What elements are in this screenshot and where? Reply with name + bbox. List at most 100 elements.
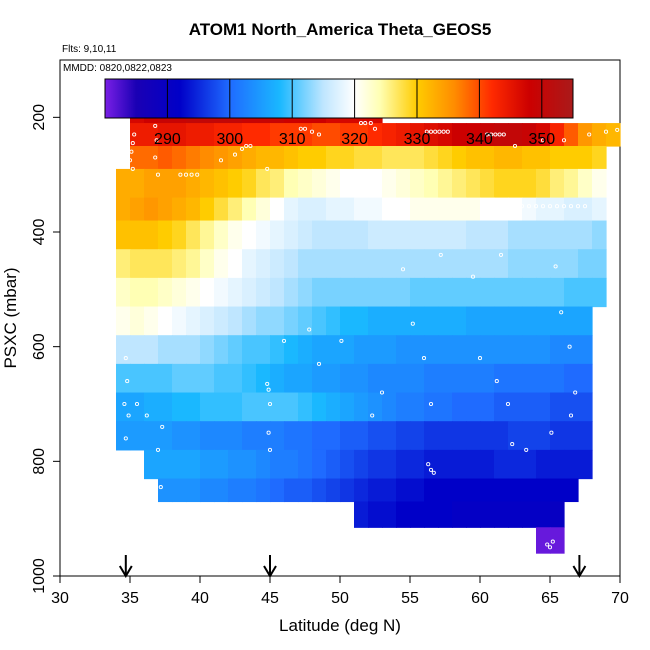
heatmap-cell: [242, 220, 257, 250]
observation-point: [567, 344, 572, 349]
heatmap-cell: [522, 277, 537, 308]
heatmap-cell: [480, 123, 495, 147]
observation-point: [512, 204, 518, 209]
heatmap-cell: [396, 168, 411, 199]
heatmap-cell: [144, 197, 159, 222]
heatmap-cell: [200, 220, 215, 250]
heatmap-cell: [466, 168, 481, 199]
heatmap-cell: [116, 277, 131, 308]
observation-point: [400, 267, 406, 272]
colorbar-ticks: 290 300 310 320 330 340 350: [154, 79, 555, 148]
observation-point: [494, 379, 499, 384]
heatmap-cell: [494, 306, 509, 336]
heatmap-cell: [186, 335, 201, 365]
observation-point: [547, 204, 553, 209]
heatmap-cell: [522, 306, 537, 336]
observation-point: [438, 252, 443, 257]
heatmap-cell: [522, 335, 537, 365]
heatmap-cell: [522, 501, 537, 528]
x-tick-label: 70: [611, 590, 629, 607]
observation-point: [603, 129, 609, 134]
heatmap-cell: [340, 277, 355, 308]
heatmap-cell: [424, 220, 439, 250]
observation-point: [130, 166, 135, 171]
heatmap-cell: [382, 146, 397, 170]
heatmap-cell: [564, 335, 579, 365]
observation-point: [160, 424, 165, 429]
heatmap-cell: [340, 123, 355, 147]
heatmap-cell: [564, 449, 579, 480]
heatmap-cell: [466, 421, 481, 451]
heatmap-cell: [242, 249, 257, 279]
observation-point: [372, 126, 378, 131]
heatmap-cell: [326, 123, 341, 147]
heatmap-cell: [256, 197, 271, 222]
heatmap-cell: [270, 197, 285, 222]
heatmap-cell: [242, 168, 257, 199]
observation-point: [540, 204, 546, 209]
heatmap-cell: [410, 363, 425, 394]
heatmap-cell: [228, 478, 243, 503]
heatmap-cell: [186, 363, 201, 394]
heatmap-cell: [368, 501, 383, 528]
heatmap-cell: [256, 123, 271, 147]
heatmap-cell: [200, 306, 215, 336]
heatmap-cell: [158, 168, 173, 199]
observation-point: [218, 158, 224, 163]
observation-point: [127, 158, 133, 163]
heatmap-cell: [536, 249, 551, 279]
heatmap-cell: [312, 277, 327, 308]
heatmap-cell: [466, 277, 481, 308]
heatmap-cell: [368, 421, 383, 451]
heatmap-cell: [410, 421, 425, 451]
heatmap-cell: [298, 249, 313, 279]
heatmap-cell: [452, 478, 467, 503]
heatmap-cell: [326, 421, 341, 451]
heatmap-cell: [256, 146, 271, 170]
heatmap-cell: [200, 123, 215, 147]
heatmap-cell: [312, 168, 327, 199]
heatmap-cell: [452, 220, 467, 250]
heatmap-cell: [200, 277, 215, 308]
heatmap-cell: [158, 220, 173, 250]
observation-point: [505, 401, 511, 407]
heatmap-cell: [242, 277, 257, 308]
heatmap-cell: [480, 146, 495, 170]
flight-marker-head: [118, 565, 133, 578]
heatmap-cell: [410, 277, 425, 308]
heatmap-cell: [550, 392, 565, 422]
observation-point: [154, 138, 159, 143]
heatmap-cell: [172, 306, 187, 336]
heatmap-cell: [116, 249, 131, 279]
heatmap-cell: [438, 478, 453, 503]
heatmap-cell: [186, 392, 201, 422]
heatmap-cell: [396, 392, 411, 422]
heatmap-cell: [312, 220, 327, 250]
heatmap-cell: [186, 449, 201, 480]
heatmap-cell: [284, 168, 299, 199]
heatmap-cell: [578, 449, 593, 480]
heatmap-cell: [466, 306, 481, 336]
heatmap-cell: [550, 478, 565, 503]
heatmap-cell: [284, 123, 299, 147]
heatmap-cell: [536, 421, 551, 451]
heatmap-cell: [144, 168, 159, 199]
heatmap-cell: [186, 146, 201, 170]
heatmap-cell: [396, 421, 411, 451]
heatmap-cell: [396, 123, 411, 147]
heatmap-cell: [228, 249, 243, 279]
colorbar-tick-label: 350: [528, 131, 555, 148]
heatmap-cell: [466, 123, 481, 147]
heatmap-cell: [592, 249, 607, 279]
heatmap-cell: [186, 123, 201, 147]
observation-point: [573, 390, 578, 395]
heatmap-cell: [284, 197, 299, 222]
heatmap-cell: [536, 197, 551, 222]
heatmap-cell: [424, 363, 439, 394]
observation-point: [358, 121, 364, 126]
heatmap-cell: [368, 123, 383, 147]
heatmap-cell: [550, 197, 565, 222]
heatmap-cell: [550, 449, 565, 480]
heatmap-cell: [452, 421, 467, 451]
heatmap-cell: [410, 249, 425, 279]
